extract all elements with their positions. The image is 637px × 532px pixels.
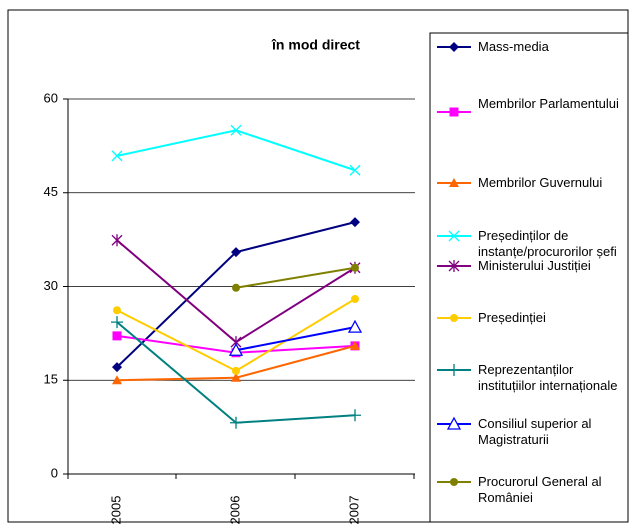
legend-label: Reprezentanților instituțiilor internați… [478,362,618,393]
marker [349,409,361,422]
legend-marker [448,364,460,376]
marker [350,340,360,350]
marker [351,295,359,303]
marker [230,416,242,429]
marker [232,283,240,292]
y-tick-label: 60 [44,90,58,105]
marker [347,319,363,333]
legend-marker [449,107,459,117]
marker [351,263,359,272]
legend-marker [449,42,459,52]
legend-marker [446,416,462,430]
legend-box [429,32,629,523]
legend-marker [450,478,458,486]
marker [232,366,240,375]
legend-marker [450,314,458,322]
marker [112,331,122,341]
marker [230,124,242,136]
marker [113,306,121,315]
legend-marker [448,260,460,272]
legend-label: Ministerului Justiției [478,258,591,273]
marker [111,316,123,329]
legend-label: Procurorul General al României [478,474,602,505]
marker [231,247,241,258]
marker [111,234,123,247]
marker [228,342,244,356]
y-tick-label: 15 [44,372,58,387]
marker [111,150,123,162]
x-tick-label: 2006 [227,496,242,525]
legend-label: Președinților de instanțe/procurorilor ș… [478,228,617,259]
chart-title: în mod direct [271,37,360,53]
y-tick-label: 30 [44,278,58,293]
y-tick-label: 45 [44,184,58,199]
legend-label: Președinției [478,310,546,325]
x-tick-label: 2007 [346,496,361,525]
x-tick-label: 2005 [108,496,123,525]
marker [350,217,360,228]
legend-label: Mass-media [478,39,549,54]
marker [112,375,122,385]
series-line [235,326,356,352]
marker [349,164,361,176]
legend-label: Consiliul superior al Magistraturii [478,416,592,447]
y-tick-label: 0 [51,465,58,480]
series-line [235,266,356,289]
marker [231,372,241,382]
legend-label: Membrilor Parlamentului [478,96,619,111]
legend-marker [449,178,459,187]
legend-label: Membrilor Guvernului [478,175,603,190]
marker [112,362,122,373]
legend-marker [448,230,460,242]
